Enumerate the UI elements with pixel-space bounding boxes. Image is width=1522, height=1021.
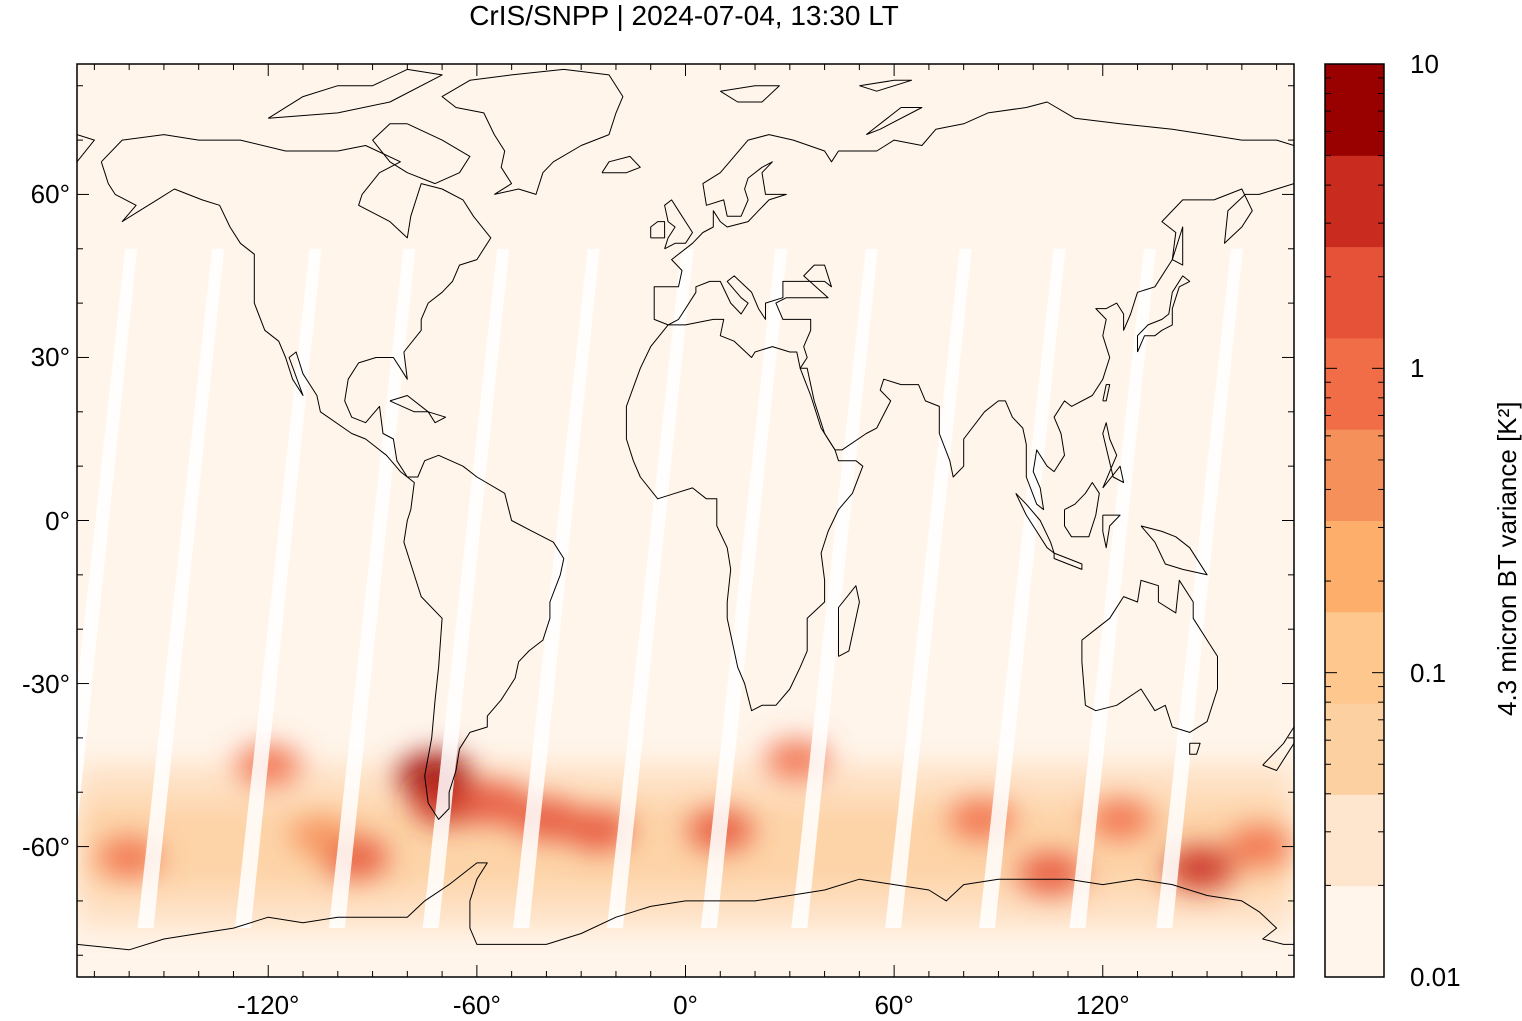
coastline-23 bbox=[372, 123, 471, 185]
colorbar-level-2 bbox=[1325, 703, 1384, 795]
y-tick-label: -60° bbox=[22, 831, 70, 862]
y-tick-label: 60° bbox=[30, 179, 70, 210]
y-tick-label: -30° bbox=[22, 668, 70, 699]
x-tick-label: 0° bbox=[673, 990, 698, 1020]
coastline-28 bbox=[865, 107, 923, 136]
x-tick-label: -60° bbox=[452, 990, 501, 1020]
x-tick-label: 120° bbox=[1075, 990, 1130, 1020]
coastline-27 bbox=[720, 85, 780, 103]
colorbar-level-6 bbox=[1325, 337, 1384, 430]
coastline-7 bbox=[1189, 742, 1201, 755]
coastline-4 bbox=[625, 318, 864, 712]
y-tick-label: 0° bbox=[45, 505, 70, 536]
colorbar-level-1 bbox=[1325, 794, 1384, 887]
coastline-1 bbox=[441, 68, 624, 195]
colorbar-level-0 bbox=[1325, 885, 1384, 978]
coastline-18 bbox=[1102, 514, 1121, 549]
hotspot-13 bbox=[1226, 826, 1292, 867]
swath-gap-11 bbox=[1069, 248, 1156, 929]
swath-gap-4 bbox=[422, 248, 510, 929]
swath-gap-3 bbox=[328, 248, 416, 929]
hotspot-11 bbox=[1017, 853, 1084, 895]
coastline-29 bbox=[1171, 226, 1184, 266]
colorbar-label: 4.3 micron BT variance [K²] bbox=[1492, 401, 1522, 716]
colorbar-tick-label: 0.1 bbox=[1410, 657, 1447, 688]
colorbar-level-8 bbox=[1325, 155, 1384, 248]
swath-gap-0 bbox=[77, 248, 138, 829]
swath-gap-5 bbox=[513, 248, 600, 929]
swath-gap-12 bbox=[1156, 248, 1243, 929]
hotspot-14 bbox=[1088, 799, 1152, 840]
y-tick-label: 30° bbox=[30, 342, 70, 373]
coastline-2 bbox=[653, 101, 1294, 326]
swath-gap-9 bbox=[885, 248, 972, 929]
coastline-0 bbox=[100, 134, 565, 820]
coastline-10 bbox=[650, 221, 666, 239]
x-tick-label: 60° bbox=[874, 990, 914, 1020]
swath-gap-8 bbox=[791, 248, 878, 929]
colorbar-level-3 bbox=[1325, 611, 1384, 704]
colorbar-level-7 bbox=[1325, 246, 1384, 339]
colorbar-tick-label: 0.01 bbox=[1410, 962, 1461, 992]
coastline-19 bbox=[1140, 525, 1208, 576]
coastline-22 bbox=[427, 411, 447, 424]
coastline-16 bbox=[1053, 552, 1083, 570]
coastline-13 bbox=[1102, 384, 1111, 402]
coastlines bbox=[77, 68, 1294, 951]
coastline-17 bbox=[1064, 482, 1100, 538]
coastline-14 bbox=[1102, 422, 1125, 489]
colorbar-level-5 bbox=[1325, 429, 1384, 521]
coastline-8 bbox=[77, 862, 1294, 951]
swath-gap-1 bbox=[137, 248, 225, 929]
coastline-11 bbox=[1137, 275, 1191, 353]
coastline-12 bbox=[601, 155, 641, 174]
x-tick-label: -120° bbox=[237, 990, 300, 1020]
hotspot-4 bbox=[565, 809, 632, 851]
colorbar-tick-label: 1 bbox=[1410, 353, 1425, 384]
colorbar-tick-label: 10 bbox=[1410, 49, 1439, 79]
coastline-25 bbox=[77, 134, 95, 163]
swath-gap-10 bbox=[979, 248, 1066, 929]
coastline-20 bbox=[1262, 726, 1294, 771]
colorbar-frame bbox=[1324, 63, 1385, 978]
coastline-6 bbox=[1081, 579, 1218, 733]
chart-title: CrIS/SNPP | 2024-07-04, 13:30 LT bbox=[469, 0, 899, 31]
hotspot-12 bbox=[1165, 846, 1235, 891]
hotspot-2 bbox=[460, 781, 529, 825]
colorbar-level-9 bbox=[1325, 64, 1384, 156]
swath-gaps bbox=[77, 248, 1243, 929]
coastline-3 bbox=[667, 183, 1294, 511]
hotspot-15 bbox=[289, 816, 352, 855]
colorbar-level-4 bbox=[1325, 520, 1384, 613]
swath-gap-2 bbox=[234, 248, 322, 929]
swath-gap-7 bbox=[700, 248, 788, 929]
coastline-9 bbox=[664, 199, 693, 250]
coastline-5 bbox=[838, 585, 860, 657]
swath-gap-6 bbox=[607, 248, 694, 929]
coastline-26 bbox=[859, 79, 912, 92]
